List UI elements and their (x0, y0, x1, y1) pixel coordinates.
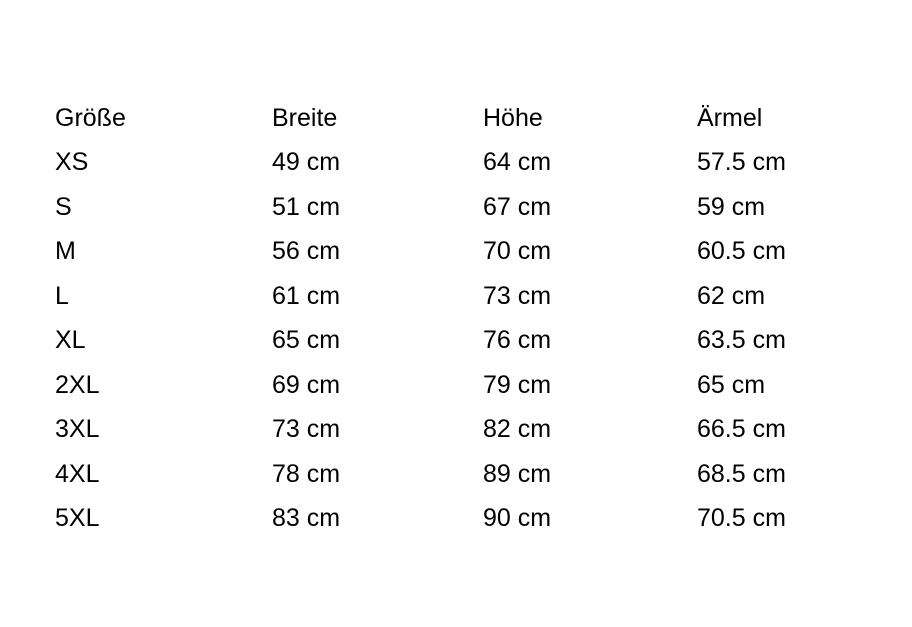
cell-size: 5XL (55, 504, 100, 533)
table-header: Größe Breite Höhe Ärmel (55, 96, 857, 141)
cell-sleeve: 60.5 cm (697, 237, 786, 266)
cell-size: 3XL (55, 415, 100, 444)
cell-height: 89 cm (483, 459, 552, 488)
cell-height: 79 cm (483, 370, 552, 399)
cell-size: 4XL (55, 459, 100, 488)
table-header-row: Größe Breite Höhe Ärmel (55, 96, 857, 141)
cell-size: 2XL (55, 370, 100, 399)
cell-width: 69 cm (272, 370, 341, 399)
table-row: XS 49 cm 64 cm 57.5 cm (55, 141, 857, 186)
cell-sleeve: 65 cm (697, 370, 766, 399)
cell-height: 64 cm (483, 148, 552, 177)
cell-size: M (55, 237, 76, 266)
cell-width: 56 cm (272, 237, 341, 266)
cell-width: 73 cm (272, 415, 341, 444)
table-row: L 61 cm 73 cm 62 cm (55, 274, 857, 319)
column-header-size: Größe (55, 103, 126, 132)
table-row: 2XL 69 cm 79 cm 65 cm (55, 363, 857, 408)
cell-width: 78 cm (272, 459, 341, 488)
size-chart-table: Größe Breite Höhe Ärmel XS 49 cm 64 cm 57.5… (55, 96, 857, 541)
cell-height: 73 cm (483, 281, 552, 310)
table-row: 3XL 73 cm 82 cm 66.5 cm (55, 408, 857, 453)
table-row: 5XL 83 cm 90 cm 70.5 cm (55, 497, 857, 542)
cell-sleeve: 62 cm (697, 281, 766, 310)
cell-height: 70 cm (483, 237, 552, 266)
table-body: XS 49 cm 64 cm 57.5 cm S 51 cm 67 cm 59 cm M 56 c… (55, 141, 857, 542)
table-row: 4XL 78 cm 89 cm 68.5 cm (55, 452, 857, 497)
column-header-height: Höhe (483, 103, 543, 132)
cell-sleeve: 66.5 cm (697, 415, 786, 444)
table-row: XL 65 cm 76 cm 63.5 cm (55, 319, 857, 364)
cell-height: 67 cm (483, 192, 552, 221)
cell-height: 90 cm (483, 504, 552, 533)
cell-size: L (55, 281, 69, 310)
cell-size: XS (55, 148, 89, 177)
cell-size: XL (55, 326, 86, 355)
cell-sleeve: 70.5 cm (697, 504, 786, 533)
table-row: M 56 cm 70 cm 60.5 cm (55, 230, 857, 275)
column-header-sleeve: Ärmel (697, 103, 763, 132)
cell-height: 76 cm (483, 326, 552, 355)
table-row: S 51 cm 67 cm 59 cm (55, 185, 857, 230)
cell-width: 49 cm (272, 148, 341, 177)
cell-width: 83 cm (272, 504, 341, 533)
cell-width: 61 cm (272, 281, 341, 310)
cell-height: 82 cm (483, 415, 552, 444)
cell-width: 51 cm (272, 192, 341, 221)
cell-size: S (55, 192, 72, 221)
column-header-width: Breite (272, 103, 338, 132)
cell-sleeve: 57.5 cm (697, 148, 786, 177)
cell-sleeve: 63.5 cm (697, 326, 786, 355)
cell-sleeve: 59 cm (697, 192, 766, 221)
cell-sleeve: 68.5 cm (697, 459, 786, 488)
cell-width: 65 cm (272, 326, 341, 355)
